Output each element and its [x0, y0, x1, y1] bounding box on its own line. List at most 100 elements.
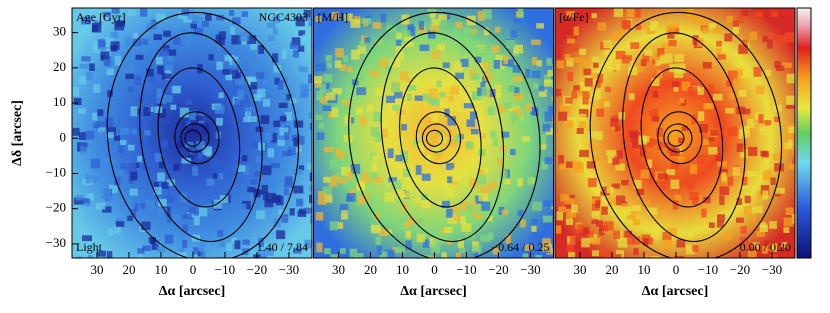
map-cell	[322, 186, 332, 195]
map-cell	[379, 251, 388, 258]
map-cell	[190, 21, 197, 29]
map-cell	[181, 157, 192, 164]
map-cell	[630, 132, 641, 142]
map-cell	[315, 81, 322, 88]
map-cell	[631, 141, 642, 149]
map-cell	[503, 102, 513, 109]
map-cell	[94, 41, 100, 51]
map-cell	[738, 129, 746, 139]
map-cell	[621, 55, 632, 64]
map-cell	[472, 213, 483, 220]
map-cell	[119, 203, 126, 214]
map-cell	[109, 184, 118, 194]
map-cell	[250, 179, 258, 185]
map-cell	[146, 68, 154, 77]
map-cell	[544, 111, 554, 122]
x-tick-label: 20	[364, 262, 377, 277]
map-cell	[481, 201, 491, 211]
map-cell	[361, 35, 368, 44]
map-cell	[173, 163, 180, 171]
map-cell	[525, 103, 533, 112]
map-cell	[388, 177, 397, 183]
map-cell	[241, 155, 248, 162]
map-cell	[438, 233, 449, 243]
map-cell	[552, 64, 554, 73]
map-cell	[107, 132, 114, 138]
map-cell	[697, 87, 704, 95]
map-cell	[157, 65, 164, 75]
map-cell	[498, 206, 505, 215]
map-cell	[649, 174, 659, 184]
x-tick-label: 20	[122, 262, 135, 277]
map-cell	[467, 43, 474, 54]
map-cell	[372, 112, 382, 122]
map-cell	[542, 123, 551, 132]
map-cell	[284, 177, 293, 188]
map-cell	[480, 82, 486, 88]
map-cell	[309, 122, 312, 131]
map-cell	[668, 40, 677, 47]
map-cell	[78, 108, 86, 115]
map-cell	[532, 201, 543, 211]
map-cell	[258, 44, 265, 54]
map-cell	[115, 21, 126, 27]
map-cell	[578, 121, 586, 128]
map-cell	[369, 172, 378, 179]
map-cell	[132, 38, 142, 47]
map-cell	[643, 238, 649, 246]
map-cell	[272, 53, 279, 63]
map-cell	[689, 191, 699, 201]
map-cell	[427, 97, 438, 104]
map-cell	[212, 173, 221, 179]
map-cell	[319, 83, 327, 93]
map-cell	[746, 171, 757, 178]
map-cell	[308, 112, 312, 119]
map-cell	[734, 58, 745, 68]
map-cell	[597, 73, 604, 84]
map-cell	[380, 13, 387, 23]
x-tick-label: −10	[698, 262, 718, 277]
map-cell	[452, 168, 462, 176]
map-cell	[325, 55, 332, 62]
map-cell	[138, 120, 146, 127]
map-cell	[572, 165, 579, 171]
map-cell	[432, 50, 441, 59]
map-cell	[505, 234, 511, 244]
map-cell	[281, 213, 289, 223]
map-cell	[732, 27, 739, 35]
map-cell	[719, 195, 725, 206]
map-cell	[429, 25, 439, 32]
map-cell	[570, 210, 577, 218]
map-cell	[586, 161, 596, 169]
map-cell	[255, 126, 264, 133]
map-cell	[140, 203, 149, 209]
map-cell	[469, 178, 479, 188]
map-cell	[442, 62, 450, 68]
map-cell	[446, 103, 453, 109]
map-cell	[785, 95, 795, 106]
map-cell	[439, 20, 447, 26]
map-cell	[495, 91, 502, 99]
map-cell	[142, 46, 148, 54]
map-cell	[371, 155, 379, 161]
map-cell	[177, 141, 184, 149]
map-cell	[315, 62, 326, 72]
map-cell	[405, 77, 411, 83]
map-cell	[316, 132, 325, 141]
map-cell	[445, 163, 455, 170]
map-cell	[466, 119, 475, 127]
map-cell	[480, 185, 490, 194]
map-cell	[117, 170, 124, 176]
map-cell	[600, 186, 610, 196]
map-cell	[430, 244, 440, 254]
map-cell	[696, 154, 706, 165]
map-cell	[165, 195, 175, 204]
map-cell	[712, 93, 723, 101]
map-cell	[231, 237, 237, 244]
map-cell	[579, 81, 587, 91]
map-cell	[189, 110, 197, 121]
x-tick-label: −10	[215, 262, 235, 277]
map-cell	[438, 92, 446, 98]
map-cell	[199, 241, 205, 252]
map-cell	[768, 32, 775, 38]
